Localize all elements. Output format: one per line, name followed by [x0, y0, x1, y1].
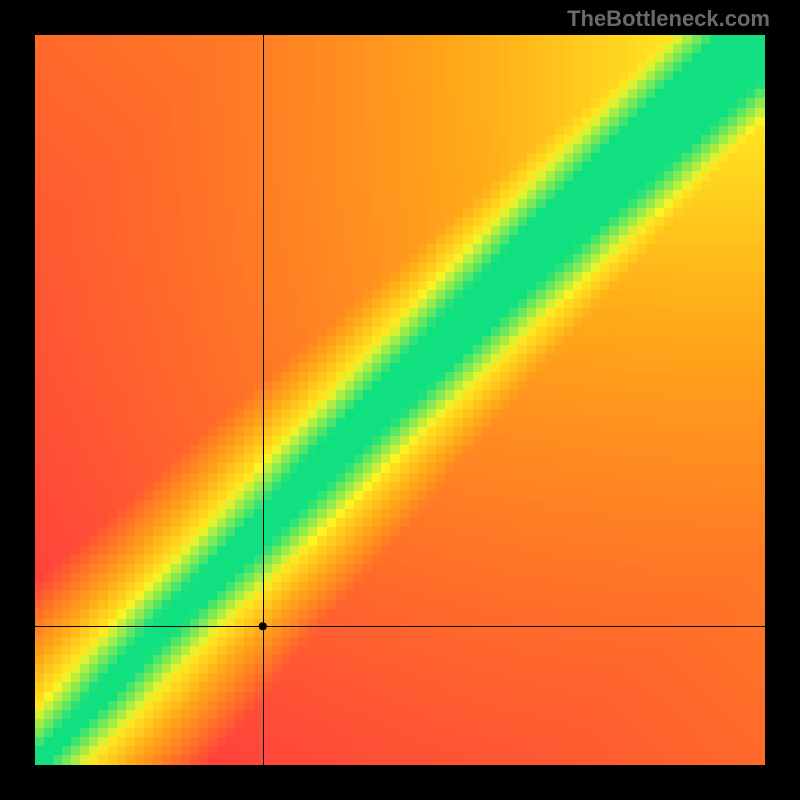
watermark-text: TheBottleneck.com [567, 6, 770, 32]
bottleneck-heatmap [35, 35, 765, 765]
